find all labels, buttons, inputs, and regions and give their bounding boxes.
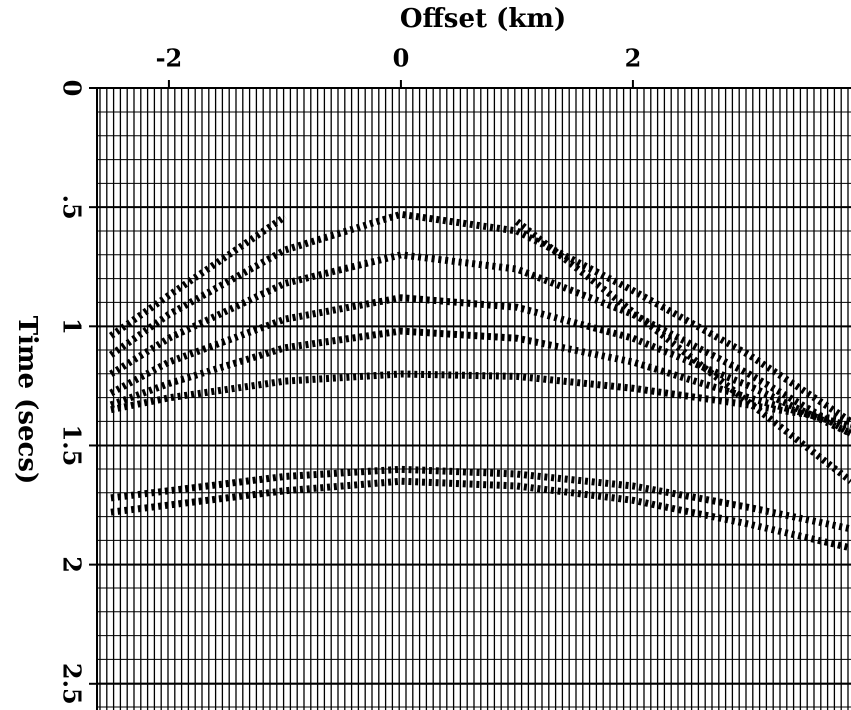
event <box>108 213 287 339</box>
event <box>110 477 851 552</box>
x-tick-label: -2 <box>156 44 183 73</box>
event <box>110 465 851 533</box>
event <box>108 210 851 425</box>
y-axis-title: Time (secs) <box>12 316 42 485</box>
y-tick-label: 1.5 <box>58 425 87 467</box>
event <box>109 294 851 437</box>
y-tick-label: 1 <box>58 318 87 335</box>
y-tick-label: .5 <box>58 195 87 220</box>
event <box>110 370 851 426</box>
event <box>109 251 851 437</box>
x-tick-label: 0 <box>393 44 410 73</box>
chart-title: Offset (km) <box>400 4 566 34</box>
y-tick-label: 2 <box>58 556 87 573</box>
x-tick-label: 2 <box>625 44 642 73</box>
y-tick-label: 0 <box>58 80 87 97</box>
y-tick-label: 2.5 <box>58 663 87 705</box>
